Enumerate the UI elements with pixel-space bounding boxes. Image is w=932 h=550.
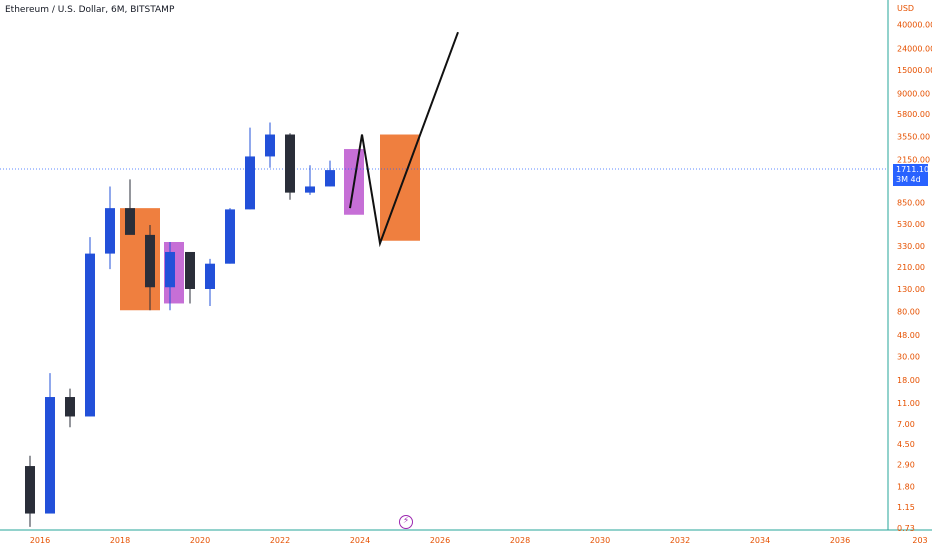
price-tick-label: 2.90 xyxy=(897,460,915,469)
current-price-value: 1711.10 xyxy=(896,165,930,174)
time-tick-label: 2018 xyxy=(110,536,130,545)
time-axis[interactable]: 2016 2018 2020 2022 2024 2026 2028 2030 2032 2034… xyxy=(30,536,928,545)
price-tick-label: 4.50 xyxy=(897,440,915,449)
lightning-icon[interactable]: ⚡ xyxy=(399,515,413,529)
current-price-tag: 1711.10 3M 4d xyxy=(893,164,930,186)
candle-body xyxy=(185,251,195,289)
price-tick-label: 11.00 xyxy=(897,399,920,408)
candle-body xyxy=(45,397,55,514)
price-tick-label: 2150.00 xyxy=(897,156,930,165)
price-tick-label: 130.00 xyxy=(897,285,925,294)
candle-body xyxy=(125,208,135,235)
candle-body xyxy=(225,209,235,264)
candle-body xyxy=(285,134,295,193)
time-tick-label: 2026 xyxy=(430,536,450,545)
time-tick-label: 2020 xyxy=(190,536,210,545)
candle-body xyxy=(105,208,115,254)
price-tick-label: 80.00 xyxy=(897,307,920,316)
time-tick-label: 2036 xyxy=(830,536,850,545)
price-tick-label: 0.73 xyxy=(897,524,915,533)
price-tick-label: 18.00 xyxy=(897,376,920,385)
time-tick-label: 203 xyxy=(912,536,927,545)
price-axis-unit: USD xyxy=(897,4,914,13)
projection-line xyxy=(349,31,459,248)
price-tick-label: 530.00 xyxy=(897,220,925,229)
price-tick-label: 40000.00 xyxy=(897,21,932,30)
chart-title: Ethereum / U.S. Dollar, 6M, BITSTAMP xyxy=(5,5,175,15)
price-tick-label: 330.00 xyxy=(897,242,925,251)
time-tick-label: 2032 xyxy=(670,536,690,545)
time-tick-label: 2016 xyxy=(30,536,50,545)
time-tick-label: 2024 xyxy=(350,536,370,545)
projection-layer xyxy=(349,31,459,248)
price-tick-label: 9000.00 xyxy=(897,90,930,99)
candle-body xyxy=(205,263,215,289)
price-tick-label: 7.00 xyxy=(897,420,915,429)
price-axis[interactable]: 40000.00 24000.00 15000.00 9000.00 5800.00 35… xyxy=(897,21,932,533)
price-tick-label: 1.15 xyxy=(897,503,915,512)
time-tick-label: 2028 xyxy=(510,536,530,545)
candle-body xyxy=(145,234,155,288)
time-tick-label: 2030 xyxy=(590,536,610,545)
price-tick-label: 5800.00 xyxy=(897,110,930,119)
candle-body xyxy=(85,253,95,417)
bar-countdown: 3M 4d xyxy=(896,175,921,184)
price-tick-label: 48.00 xyxy=(897,331,920,340)
price-tick-label: 850.00 xyxy=(897,198,925,207)
candle-body xyxy=(25,466,35,514)
price-tick-label: 24000.00 xyxy=(897,44,932,53)
price-tick-label: 210.00 xyxy=(897,263,925,272)
candle-body xyxy=(65,397,75,417)
candle-body xyxy=(325,170,335,187)
price-tick-label: 15000.00 xyxy=(897,66,932,75)
candle-body xyxy=(245,156,255,210)
candles-layer xyxy=(25,122,335,527)
time-tick-label: 2034 xyxy=(750,536,770,545)
price-tick-label: 30.00 xyxy=(897,353,920,362)
price-tick-label: 1.80 xyxy=(897,482,915,491)
candle-body xyxy=(305,186,315,193)
price-tick-label: 3550.00 xyxy=(897,132,930,141)
candle-body xyxy=(265,134,275,157)
time-tick-label: 2022 xyxy=(270,536,290,545)
candle-body xyxy=(165,251,175,288)
